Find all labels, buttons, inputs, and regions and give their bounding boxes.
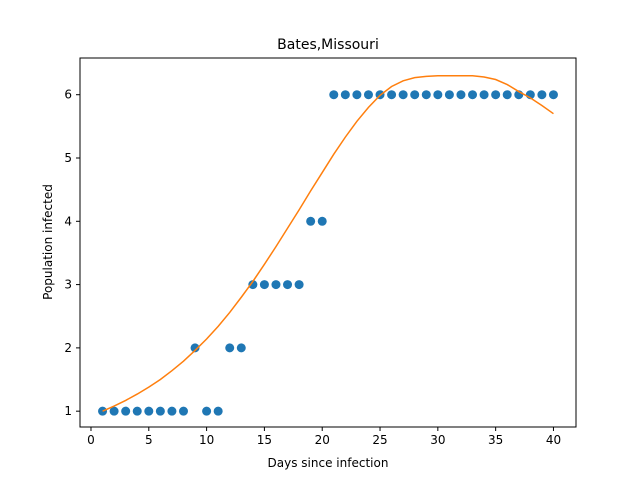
data-point <box>236 343 246 353</box>
y-tick-label: 6 <box>64 88 72 102</box>
x-tick-label: 5 <box>145 433 153 447</box>
data-point <box>491 90 501 100</box>
data-point <box>178 406 188 416</box>
data-point <box>121 406 131 416</box>
data-point <box>317 216 327 226</box>
data-point <box>144 406 154 416</box>
x-tick-label: 20 <box>315 433 330 447</box>
data-point <box>271 280 281 290</box>
y-axis: 1 2 3 4 5 6 <box>64 88 80 418</box>
axes-frame <box>79 57 577 428</box>
data-point <box>363 90 373 100</box>
data-point <box>155 406 165 416</box>
x-tick-label: 0 <box>87 433 95 447</box>
data-point <box>468 90 478 100</box>
data-point <box>190 343 200 353</box>
data-point <box>213 406 223 416</box>
data-point <box>248 280 258 290</box>
data-point <box>132 406 142 416</box>
x-tick-label: 25 <box>372 433 387 447</box>
plot-area <box>98 74 558 416</box>
data-point <box>444 90 454 100</box>
x-tick-label: 40 <box>546 433 561 447</box>
data-point <box>109 406 119 416</box>
data-point <box>479 90 489 100</box>
fit-line <box>102 74 554 412</box>
data-point <box>433 90 443 100</box>
data-point <box>306 216 316 226</box>
data-point <box>387 90 397 100</box>
data-point <box>548 90 558 100</box>
x-tick-label: 10 <box>199 433 214 447</box>
y-tick-label: 2 <box>64 341 72 355</box>
chart-title: Bates,Missouri <box>277 37 379 53</box>
y-tick-label: 1 <box>64 404 72 418</box>
data-point <box>202 406 212 416</box>
y-axis-label: Population infected <box>41 184 55 300</box>
data-point <box>225 343 235 353</box>
data-point <box>421 90 431 100</box>
x-axis: 0 5 10 15 20 25 30 35 40 <box>87 427 561 447</box>
data-point <box>456 90 466 100</box>
data-point <box>329 90 339 100</box>
data-point <box>259 280 269 290</box>
data-point <box>410 90 420 100</box>
x-tick-label: 15 <box>257 433 272 447</box>
data-point <box>502 90 512 100</box>
x-tick-label: 35 <box>488 433 503 447</box>
data-point <box>167 406 177 416</box>
x-axis-label: Days since infection <box>268 456 389 470</box>
x-tick-label: 30 <box>430 433 445 447</box>
data-point <box>537 90 547 100</box>
y-tick-label: 5 <box>64 151 72 165</box>
data-point <box>294 280 304 290</box>
y-tick-label: 4 <box>64 214 72 228</box>
data-point <box>283 280 293 290</box>
data-point <box>398 90 408 100</box>
data-point <box>352 90 362 100</box>
y-tick-label: 3 <box>64 278 72 292</box>
data-point <box>340 90 350 100</box>
